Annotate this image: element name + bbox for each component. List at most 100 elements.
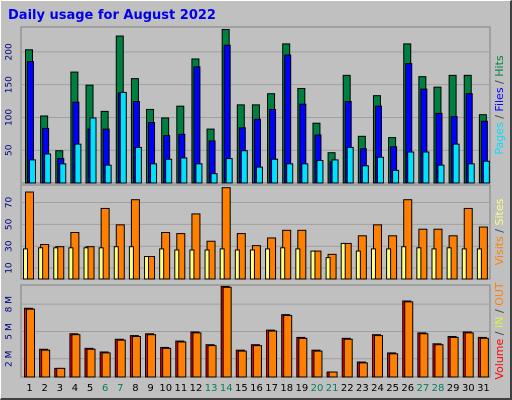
pages-bar — [74, 143, 82, 184]
pages-bar — [331, 159, 339, 184]
sites-bar — [461, 248, 467, 280]
out-bar — [41, 349, 51, 378]
x-tick-label: 10 — [159, 383, 172, 394]
sites-bar — [219, 248, 225, 280]
x-tick-label: 29 — [447, 383, 460, 394]
x-tick-label: 12 — [190, 383, 203, 394]
legend-pages-files-hits-part: Pages — [493, 122, 506, 155]
out-bar — [283, 315, 293, 378]
x-tick-label: 19 — [296, 383, 309, 394]
out-bar — [56, 367, 66, 378]
pages-bar — [467, 163, 475, 184]
visits-y-tick-label: 70 — [5, 196, 15, 208]
out-bar — [313, 350, 323, 378]
visits-y-tick-label: 10 — [5, 262, 15, 274]
legend-volume-in-out-part: IN — [493, 317, 506, 328]
out-bar — [343, 338, 353, 378]
out-bar — [268, 330, 278, 378]
x-tick-label: 30 — [462, 383, 475, 394]
out-bar — [449, 336, 459, 378]
sites-bar — [174, 249, 180, 280]
pages-bar — [316, 160, 324, 184]
pages-bar — [482, 160, 490, 184]
legend-pages-files-hits-separator: / — [493, 77, 506, 88]
out-bar — [404, 301, 414, 378]
sites-bar — [249, 249, 255, 280]
x-tick-label: 9 — [147, 383, 153, 394]
pages-bar — [119, 91, 127, 184]
out-bar — [222, 286, 232, 378]
x-tick-label: 1 — [26, 383, 32, 394]
x-tick-label: 8 — [132, 383, 138, 394]
out-bar — [207, 345, 217, 378]
out-bar — [101, 352, 111, 378]
hits-y-tick-label: 100 — [5, 109, 15, 126]
x-tick-label: 7 — [117, 383, 123, 394]
sites-bar — [265, 248, 271, 280]
hits-y-tick-label: 150 — [5, 76, 15, 93]
pages-bar — [180, 157, 188, 184]
chart-title: Daily usage for August 2022 — [8, 8, 216, 23]
out-bar — [237, 350, 247, 378]
visits-bar — [221, 187, 231, 280]
pages-bar — [225, 158, 233, 184]
out-bar — [26, 308, 35, 378]
legend-volume-in-out-part: OUT — [493, 282, 506, 306]
x-tick-label: 4 — [72, 383, 78, 394]
volume-y-tick-label: 5 M — [5, 323, 15, 339]
sites-bar — [401, 246, 407, 280]
sites-bar — [53, 247, 59, 280]
hits-y-tick-label: 200 — [5, 43, 15, 60]
legend-visits-sites-separator: / — [493, 225, 506, 236]
pages-bar — [301, 163, 309, 184]
pages-bar — [286, 163, 294, 184]
x-tick-label: 20 — [311, 383, 324, 394]
out-bar — [479, 337, 489, 378]
pages-bar — [255, 166, 263, 184]
x-tick-label: 25 — [386, 383, 399, 394]
x-tick-label: 6 — [102, 383, 108, 394]
x-tick-label: 5 — [87, 383, 93, 394]
visits-bar — [130, 199, 140, 280]
x-tick-label: 24 — [371, 383, 384, 394]
sites-bar — [386, 248, 392, 280]
visits-bar — [100, 207, 110, 280]
pages-bar — [392, 169, 400, 184]
visits-bar — [463, 207, 473, 280]
sites-bar — [280, 247, 286, 280]
legend-pages-files-hits-separator: / — [493, 112, 506, 123]
x-tick-label: 21 — [326, 383, 339, 394]
out-bar — [464, 332, 474, 378]
x-tick-label: 16 — [250, 383, 263, 394]
visits-bar — [403, 199, 413, 280]
x-tick-label: 3 — [57, 383, 63, 394]
out-bar — [358, 362, 368, 378]
out-bar — [419, 333, 429, 378]
legend-visits-sites-part: Visits — [493, 236, 506, 265]
pages-bar — [437, 164, 445, 184]
pages-bar — [210, 173, 218, 184]
pages-bar — [59, 163, 67, 184]
legend-volume-in-out-separator: / — [493, 306, 506, 317]
sites-bar — [370, 248, 376, 280]
out-bar — [192, 332, 202, 378]
sites-bar — [113, 246, 119, 280]
legend-pages-files-hits-part: Hits — [493, 55, 506, 77]
sites-bar — [23, 248, 28, 280]
sites-bar — [325, 257, 331, 280]
visits-y-tick-label: 30 — [5, 240, 15, 252]
sites-bar — [159, 248, 165, 280]
pages-bar — [240, 150, 248, 184]
sites-bar — [68, 247, 74, 280]
sites-bar — [340, 242, 346, 280]
volume-y-tick-label: 2 M — [5, 351, 15, 367]
x-tick-label: 22 — [341, 383, 354, 394]
legend-visits-sites-part: Sites — [493, 198, 506, 225]
sites-bar — [128, 246, 134, 280]
sites-bar — [446, 247, 452, 280]
sites-bar — [189, 249, 195, 280]
sites-bar — [476, 248, 482, 280]
legend-volume-in-out-separator: / — [493, 328, 506, 339]
visits-y-tick-label: 50 — [5, 218, 15, 230]
pages-bar — [195, 163, 203, 184]
